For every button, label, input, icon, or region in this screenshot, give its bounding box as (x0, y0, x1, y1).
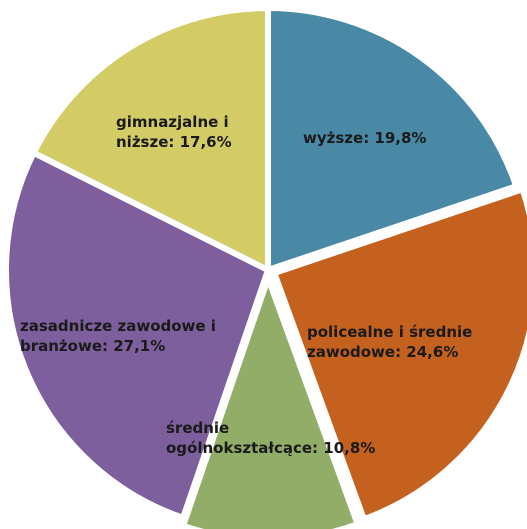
pie-slice-1 (265, 5, 520, 273)
pie-slice-label-2: policealne i średnie zawodowe: 24,6% (307, 323, 472, 361)
pie-slice-4 (3, 149, 271, 521)
pie-slice-5 (30, 5, 271, 273)
pie-slice-label-5: gimnazjalne i niższe: 17,6% (116, 113, 232, 151)
pie-slice-3 (180, 275, 361, 529)
pie-slice-label-3: średnie ogólnokształcące: 10,8% (166, 419, 375, 457)
pie-slice-label-4: zasadnicze zawodowe i branżowe: 27,1% (20, 317, 216, 355)
pie-slice-label-1: wyższe: 19,8% (303, 129, 426, 147)
pie-slices (3, 5, 527, 529)
pie-slice-2 (271, 186, 527, 523)
pie-labels: wyższe: 19,8% policealne i średnie zawodow… (20, 113, 472, 457)
